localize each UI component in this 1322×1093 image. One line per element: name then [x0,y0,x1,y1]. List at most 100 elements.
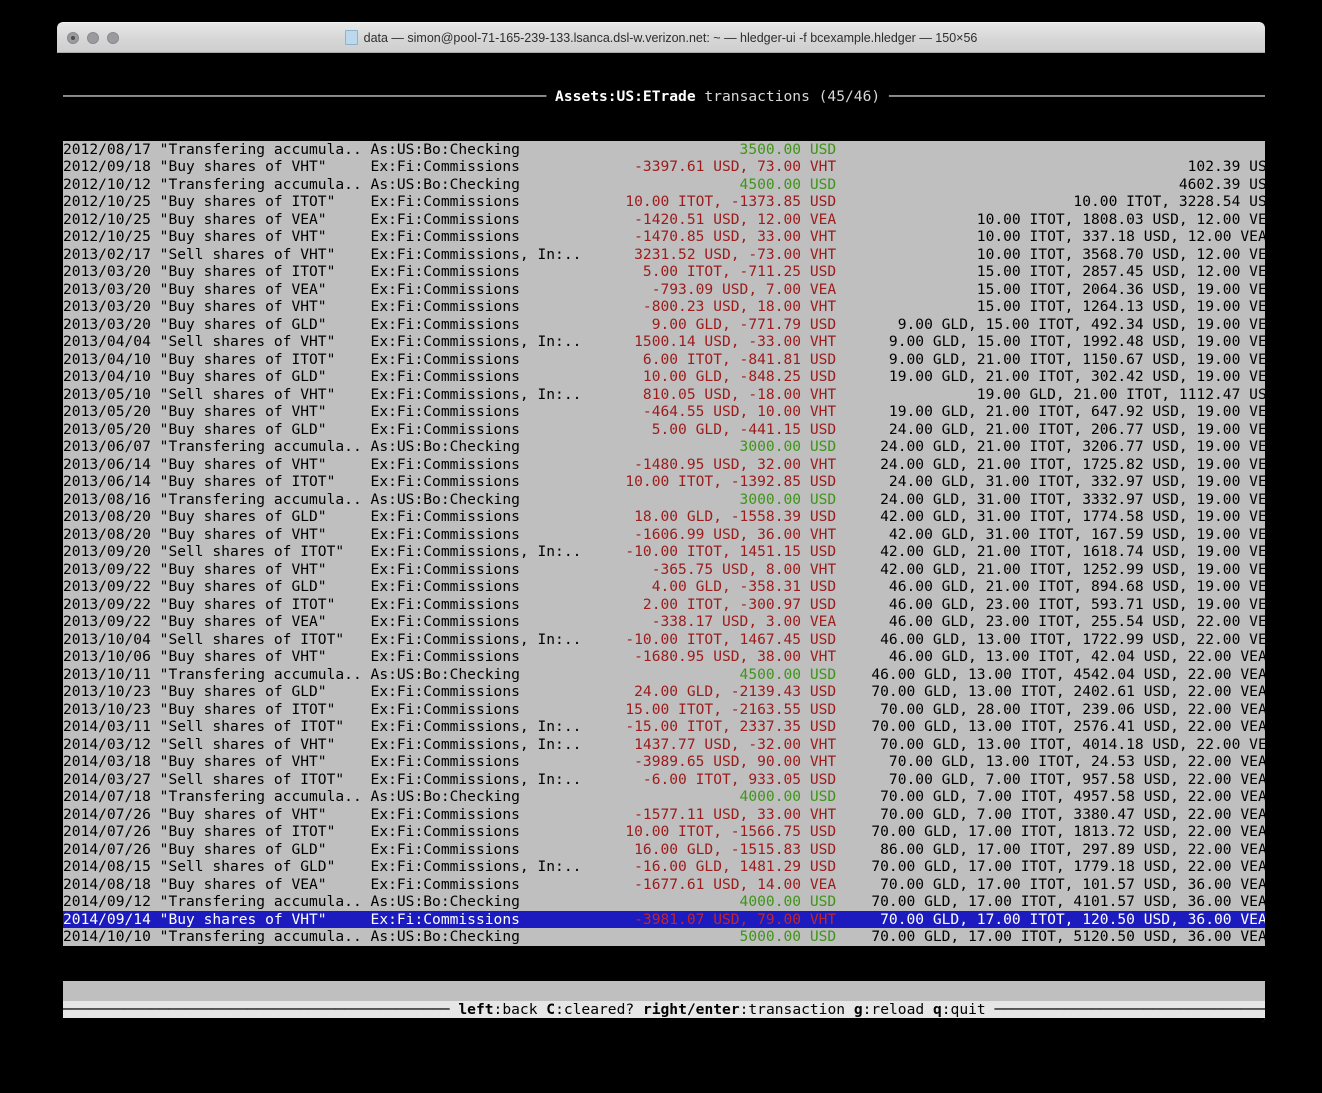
table-row[interactable]: 2014/03/11 "Sell shares of ITOT" Ex:Fi:C… [63,718,1265,736]
row-balance: 102.39 USD, 73.00 VHT [1187,158,1265,175]
terminal-window: data — simon@pool-71-165-239-133.lsanca.… [57,22,1265,1022]
row-balance: 46.00 GLD, 13.00 ITOT, 1722.99 USD, 22.0… [880,630,1265,648]
row-amount: 4000.00 USD [590,893,837,910]
row-balance: 10.00 ITOT, 3568.70 USD, 12.00 VEA, 33.0… [976,245,1265,263]
row-description: "Sell shares of ITOT" [159,718,371,735]
table-row[interactable]: 2013/09/22 "Buy shares of VHT" Ex:Fi:Com… [63,561,1265,579]
table-row[interactable]: 2013/08/20 "Buy shares of VHT" Ex:Fi:Com… [63,526,1265,544]
table-row[interactable]: 2012/10/25 "Buy shares of VHT" Ex:Fi:Com… [63,228,1265,246]
row-date: 2013/05/10 [63,385,160,403]
table-row[interactable]: 2013/03/20 "Buy shares of VHT" Ex:Fi:Com… [63,298,1265,316]
row-description: "Buy shares of ITOT" [159,700,371,718]
row-amount: 15.00 ITOT, -2163.55 USD [590,700,837,718]
row-account: Ex:Fi:Commissions, In:.. [370,630,591,648]
shortcut-label: :cleared? [555,1000,635,1018]
table-row[interactable]: 2013/04/04 "Sell shares of VHT" Ex:Fi:Co… [63,333,1265,351]
table-row[interactable]: 2014/07/26 "Buy shares of GLD" Ex:Fi:Com… [63,841,1265,859]
shortcut-key: left [458,1000,494,1018]
row-amount: -3989.65 USD, 90.00 VHT [590,753,837,770]
table-row[interactable]: 2014/09/12 "Transfering accumula.. As:US… [63,893,1265,911]
row-amount: 9.00 GLD, -771.79 USD [590,315,837,333]
row-balance: 24.00 GLD, 31.00 ITOT, 3332.97 USD, 19.0… [880,490,1265,508]
row-description: "Sell shares of VHT" [159,333,371,350]
row-balance: 42.00 GLD, 31.00 ITOT, 167.59 USD, 19.00… [888,525,1265,543]
header-account: Assets:US:ETrade [555,88,696,105]
table-row[interactable]: 2013/05/20 "Buy shares of GLD" Ex:Fi:Com… [63,421,1265,439]
table-row[interactable]: 2013/09/22 "Buy shares of GLD" Ex:Fi:Com… [63,578,1265,596]
row-balance: 70.00 GLD, 13.00 ITOT, 2402.61 USD, 22.0… [871,683,1265,700]
table-row[interactable]: 2013/04/10 "Buy shares of GLD" Ex:Fi:Com… [63,368,1265,386]
row-description: "Buy shares of VHT" [159,560,371,578]
table-row[interactable]: 2013/10/11 "Transfering accumula.. As:US… [63,666,1265,684]
row-account: As:US:Bo:Checking [370,893,591,910]
row-balance: 24.00 GLD, 21.00 ITOT, 3206.77 USD, 19.0… [880,438,1265,455]
close-button[interactable] [67,31,79,44]
row-account: Ex:Fi:Commissions [370,613,591,630]
table-row[interactable]: 2013/10/04 "Sell shares of ITOT" Ex:Fi:C… [63,631,1265,649]
table-row[interactable]: 2013/09/22 "Buy shares of VEA" Ex:Fi:Com… [63,613,1265,631]
row-amount: -800.23 USD, 18.00 VHT [590,298,837,315]
row-description: "Buy shares of GLD" [159,508,371,525]
row-account: Ex:Fi:Commissions [370,298,591,315]
table-row[interactable]: 2013/08/20 "Buy shares of GLD" Ex:Fi:Com… [63,508,1265,526]
table-row[interactable]: 2012/10/25 "Buy shares of VEA" Ex:Fi:Com… [63,211,1265,229]
row-date: 2014/03/12 [63,735,160,753]
minimize-button[interactable] [87,31,99,44]
row-date: 2013/09/20 [63,543,160,560]
row-description: "Buy shares of VHT" [159,158,371,175]
row-balance: 15.00 ITOT, 2857.45 USD, 12.00 VEA, 33.0… [976,263,1265,280]
row-amount: 5.00 GLD, -441.15 USD [590,420,837,438]
table-row[interactable]: 2014/07/18 "Transfering accumula.. As:US… [63,788,1265,806]
table-row[interactable]: 2013/04/10 "Buy shares of ITOT" Ex:Fi:Co… [63,351,1265,369]
table-row[interactable]: 2013/06/07 "Transfering accumula.. As:US… [63,438,1265,456]
table-row[interactable]: 2012/10/12 "Transfering accumula.. As:US… [63,176,1265,194]
window-controls [67,23,119,52]
table-row[interactable]: 2013/09/20 "Sell shares of ITOT" Ex:Fi:C… [63,543,1265,561]
row-amount: -1606.99 USD, 36.00 VHT [590,525,837,543]
terminal-viewport[interactable]: ────────────────────────────────────────… [57,53,1265,1022]
table-row[interactable]: 2013/03/20 "Buy shares of VEA" Ex:Fi:Com… [63,281,1265,299]
row-description: "Transfering accumula.. [159,893,371,910]
table-row[interactable]: 2014/07/26 "Buy shares of VHT" Ex:Fi:Com… [63,806,1265,824]
row-balance: 24.00 GLD, 21.00 ITOT, 206.77 USD, 19.00… [888,420,1265,438]
row-date: 2014/09/12 [63,893,160,910]
row-account: Ex:Fi:Commissions [370,315,591,333]
row-amount: -1420.51 USD, 12.00 VEA [590,210,837,228]
row-description: "Transfering accumula.. [159,928,371,945]
table-row[interactable]: 2014/10/10 "Transfering accumula.. As:US… [63,928,1265,946]
row-date: 2014/07/26 [63,823,160,840]
table-row[interactable]: 2014/08/15 "Sell shares of GLD" Ex:Fi:Co… [63,858,1265,876]
table-row[interactable]: 2013/05/10 "Sell shares of VHT" Ex:Fi:Co… [63,386,1265,404]
table-row[interactable]: 2014/07/26 "Buy shares of ITOT" Ex:Fi:Co… [63,823,1265,841]
row-balance: 15.00 ITOT, 2064.36 USD, 19.00 VEA, 33.0… [976,280,1265,298]
zoom-button[interactable] [107,31,119,44]
table-row[interactable]: 2014/03/12 "Sell shares of VHT" Ex:Fi:Co… [63,736,1265,754]
table-row[interactable]: 2013/08/16 "Transfering accumula.. As:US… [63,491,1265,509]
row-date: 2013/04/10 [63,368,160,385]
window-titlebar[interactable]: data — simon@pool-71-165-239-133.lsanca.… [57,22,1265,53]
row-account: Ex:Fi:Commissions [370,280,591,298]
row-description: "Transfering accumula.. [159,665,371,683]
table-row[interactable]: 2012/09/18 "Buy shares of VHT" Ex:Fi:Com… [63,158,1265,176]
table-row[interactable]: 2013/10/23 "Buy shares of ITOT" Ex:Fi:Co… [63,701,1265,719]
row-balance: 70.00 GLD, 17.00 ITOT, 4101.57 USD, 36.0… [871,893,1265,910]
table-row[interactable]: 2013/03/20 "Buy shares of ITOT" Ex:Fi:Co… [63,263,1265,281]
table-row[interactable]: 2012/08/17 "Transfering accumula.. As:US… [63,141,1265,159]
table-row[interactable]: 2013/05/20 "Buy shares of VHT" Ex:Fi:Com… [63,403,1265,421]
table-row[interactable]: 2013/10/23 "Buy shares of GLD" Ex:Fi:Com… [63,683,1265,701]
table-row[interactable]: 2014/09/14 "Buy shares of VHT" Ex:Fi:Com… [63,910,1265,928]
table-row[interactable]: 2014/08/18 "Buy shares of VEA" Ex:Fi:Com… [63,876,1265,894]
table-row[interactable]: 2012/10/25 "Buy shares of ITOT" Ex:Fi:Co… [63,193,1265,211]
table-row[interactable]: 2014/03/18 "Buy shares of VHT" Ex:Fi:Com… [63,753,1265,771]
table-row[interactable]: 2013/02/17 "Sell shares of VHT" Ex:Fi:Co… [63,246,1265,264]
transactions-list[interactable]: 2012/08/17 "Transfering accumula.. As:US… [63,140,1265,946]
table-row[interactable]: 2013/09/22 "Buy shares of ITOT" Ex:Fi:Co… [63,596,1265,614]
table-row[interactable]: 2014/03/27 "Sell shares of ITOT" Ex:Fi:C… [63,771,1265,789]
row-date: 2013/10/11 [63,665,160,683]
row-amount: -793.09 USD, 7.00 VEA [590,280,837,298]
table-row[interactable]: 2013/03/20 "Buy shares of GLD" Ex:Fi:Com… [63,316,1265,334]
table-row[interactable]: 2013/06/14 "Buy shares of ITOT" Ex:Fi:Co… [63,473,1265,491]
row-date: 2013/03/20 [63,263,160,280]
table-row[interactable]: 2013/10/06 "Buy shares of VHT" Ex:Fi:Com… [63,648,1265,666]
table-row[interactable]: 2013/06/14 "Buy shares of VHT" Ex:Fi:Com… [63,456,1265,474]
